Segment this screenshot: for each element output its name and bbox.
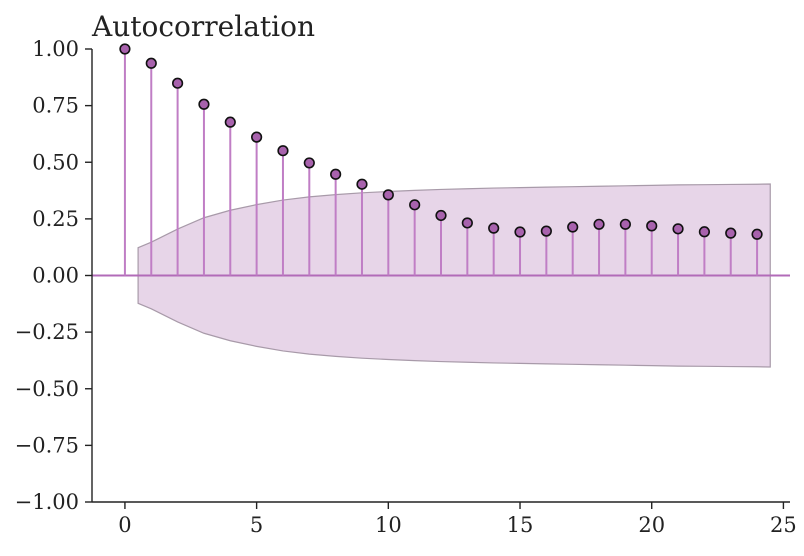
acf-point-lag-4: [224, 116, 236, 128]
y-tick-label: 0.75: [32, 94, 79, 118]
y-tick-label: 0.00: [32, 264, 79, 288]
x-tick-label: 5: [250, 513, 263, 537]
acf-point-lag-9: [356, 178, 368, 190]
acf-point-lag-13: [461, 217, 473, 229]
acf-point-lag-8: [330, 168, 342, 180]
x-tick-label: 0: [118, 513, 131, 537]
acf-point-lag-6: [277, 145, 289, 157]
acf-point-lag-15: [514, 226, 526, 238]
acf-point-lag-3: [198, 98, 210, 110]
acf-point-lag-17: [567, 221, 579, 233]
x-tick-label: 15: [507, 513, 534, 537]
acf-point-lag-2: [172, 77, 184, 89]
marker-layer: [119, 43, 763, 240]
y-tick-label: 0.50: [32, 150, 79, 174]
x-tick-label: 20: [638, 513, 665, 537]
acf-point-lag-21: [672, 223, 684, 235]
acf-point-lag-23: [725, 227, 737, 239]
acf-point-lag-5: [251, 131, 263, 143]
acf-point-lag-14: [488, 222, 500, 234]
y-tick-label: −1.00: [15, 490, 79, 514]
y-tick-label: 1.00: [32, 37, 79, 61]
y-tick-label: −0.25: [15, 320, 79, 344]
axes: 1.00 0.75 0.50 0.25 0.00 −0.25 −0.50 −0.75 −1.00…: [15, 37, 797, 537]
acf-point-lag-7: [303, 157, 315, 169]
y-tick-label: 0.25: [32, 207, 79, 231]
acf-point-lag-12: [435, 209, 447, 222]
acf-point-lag-20: [646, 220, 658, 232]
y-tick-label: −0.75: [15, 433, 79, 457]
y-tick-label: −0.50: [15, 377, 79, 401]
acf-point-lag-16: [540, 225, 552, 237]
acf-point-lag-24: [751, 228, 763, 240]
acf-point-lag-18: [593, 218, 605, 230]
acf-point-lag-11: [409, 199, 421, 211]
acf-point-lag-0: [119, 43, 131, 55]
chart-title: Autocorrelation: [91, 10, 315, 43]
acf-point-lag-19: [619, 218, 631, 230]
acf-point-lag-1: [145, 57, 157, 69]
stem-layer: [123, 49, 759, 276]
acf-point-lag-22: [698, 226, 710, 238]
x-tick-label: 10: [375, 513, 402, 537]
acf-point-lag-10: [382, 189, 394, 201]
x-tick-label: 25: [770, 513, 797, 537]
